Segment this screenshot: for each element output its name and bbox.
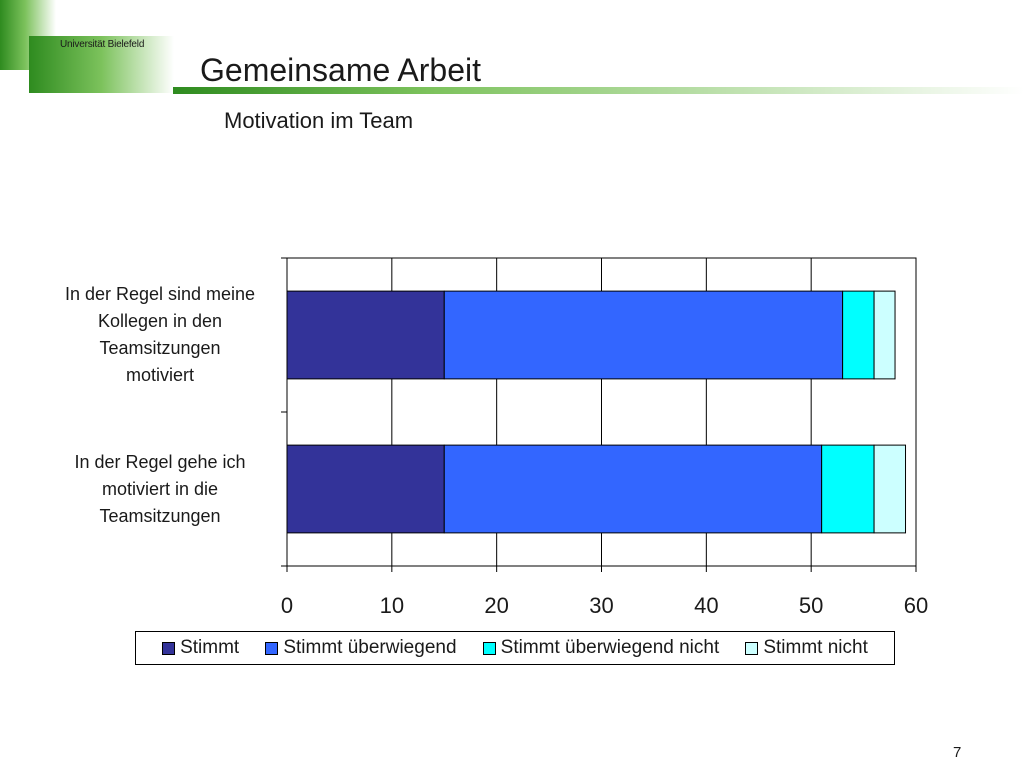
legend-item: Stimmt xyxy=(162,637,239,659)
category-label-line: Teamsitzungen xyxy=(99,505,221,526)
bar-segment xyxy=(443,444,823,534)
slide-number: 7 xyxy=(953,744,962,761)
bar-segment xyxy=(286,290,445,380)
legend-item: Stimmt überwiegend xyxy=(265,637,457,659)
legend-swatch xyxy=(265,641,279,655)
page-title: Gemeinsame Arbeit xyxy=(200,52,482,88)
university-name: Universität Bielefeld xyxy=(60,39,145,50)
x-tick-label: 0 xyxy=(281,593,293,618)
category-label: In der Regel gehe ich motiviert in die Tea… xyxy=(45,449,275,530)
bar-segment xyxy=(873,290,896,380)
bar-segment xyxy=(443,290,844,380)
x-tick-label: 30 xyxy=(589,593,613,618)
legend-swatch xyxy=(162,641,176,655)
legend-item: Stimmt überwiegend nicht xyxy=(482,637,720,659)
university-logo xyxy=(29,36,174,93)
legend-label: Stimmt xyxy=(180,637,240,658)
x-tick-label: 10 xyxy=(380,593,404,618)
bar-segment xyxy=(873,444,907,534)
category-label-line: Teamsitzungen xyxy=(99,338,221,358)
chart-legend: Stimmt Stimmt überwiegend Stimmt überwiege… xyxy=(135,631,895,665)
bar-segment xyxy=(821,444,875,534)
bar-segment xyxy=(286,444,445,534)
legend-label: Stimmt überwiegend nicht xyxy=(500,637,720,658)
x-tick-label: 40 xyxy=(694,593,718,618)
category-label: In der Regel sind meine Kollegen in den Te… xyxy=(45,281,275,389)
x-tick-label: 50 xyxy=(799,593,823,618)
bar-segment xyxy=(842,290,875,380)
legend-label: Stimmt nicht xyxy=(763,637,868,658)
legend-label: Stimmt überwiegend xyxy=(283,637,457,658)
category-label-line: motiviert in die xyxy=(101,478,219,499)
chart-title: Motivation im Team xyxy=(224,108,414,133)
x-tick-label: 60 xyxy=(904,593,928,618)
legend-swatch xyxy=(482,641,496,655)
category-label-line: motiviert xyxy=(125,365,194,385)
category-label-line: In der Regel gehe ich xyxy=(74,451,246,472)
category-label-line: In der Regel sind meine xyxy=(64,284,256,304)
legend-item: Stimmt nicht xyxy=(745,637,868,659)
category-label-line: Kollegen in den xyxy=(97,311,223,331)
title-underline xyxy=(173,87,1024,94)
legend-swatch xyxy=(745,641,759,655)
x-tick-label: 20 xyxy=(484,593,508,618)
